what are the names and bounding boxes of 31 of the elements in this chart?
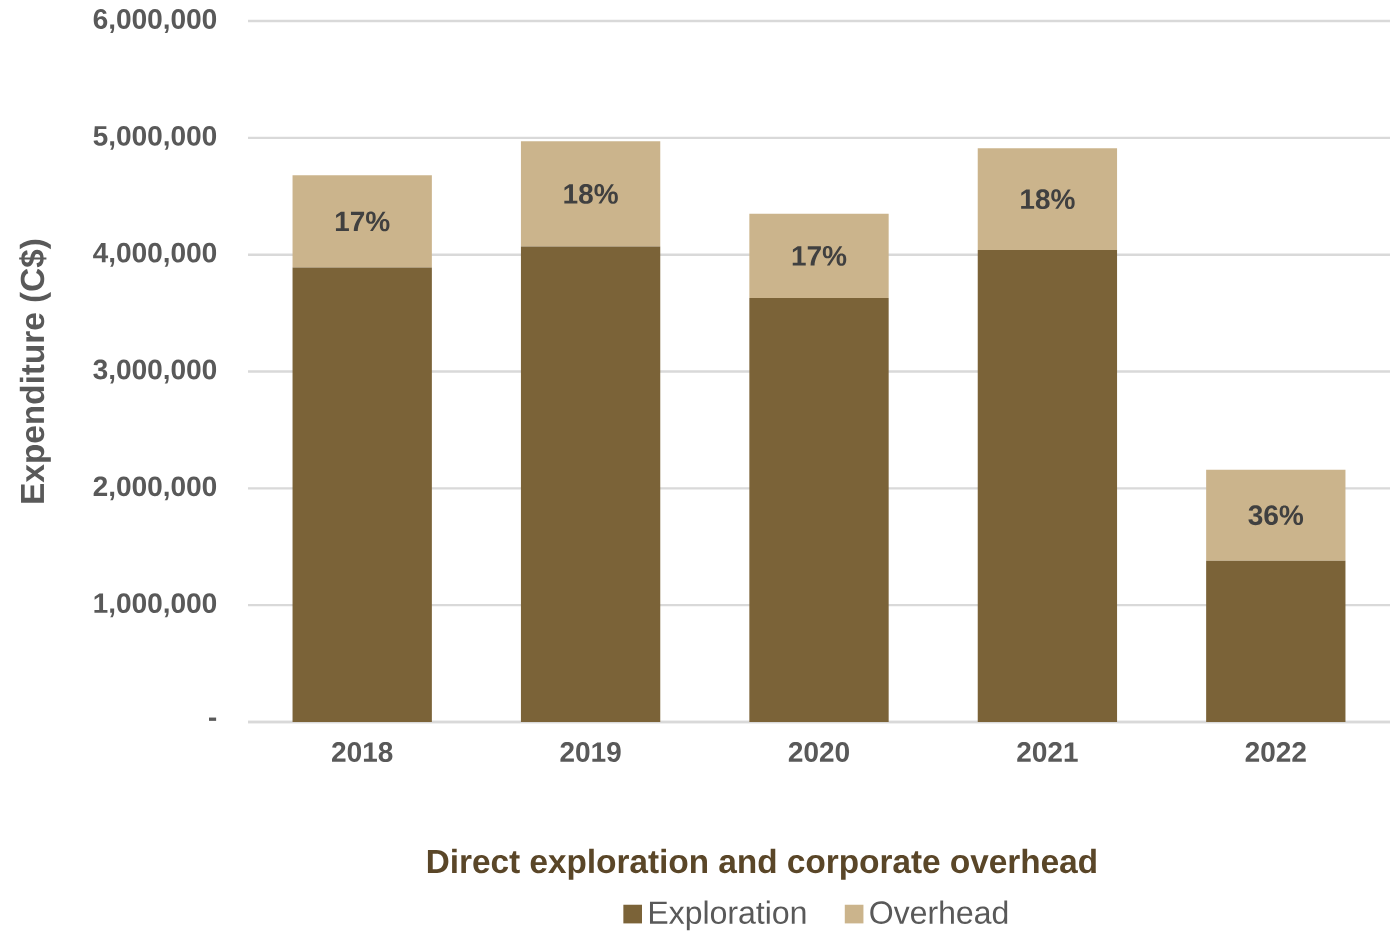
bar [520,246,661,722]
y-tick-label: 1,000,000 [94,593,217,618]
annotation: 17% [792,246,847,266]
bar [1206,469,1346,561]
bar [292,267,432,722]
annotation: 18% [1021,189,1075,210]
y-tick-label: 6,000,000 [93,9,217,33]
x-tick-label: 2022 [1245,742,1306,762]
y-axis-title: Expenditure (C$) [19,239,51,503]
x-tick-label: 2018 [332,742,393,762]
legend-label: Overhead [870,900,1008,924]
text: Direct exploration and corporate overhead [427,848,1096,880]
bar [977,148,1118,251]
bar [977,250,1118,722]
bar [749,213,889,298]
bar [520,141,661,247]
bar [1206,560,1346,722]
y-tick-label: - [209,717,217,721]
bar [292,175,432,268]
x-tick-label: 2019 [560,742,621,762]
y-tick-label: 4,000,000 [93,242,217,267]
annotation: 36% [1248,505,1304,526]
y-tick-label: 5,000,000 [93,125,217,150]
bar [749,297,889,722]
y-tick-label: 2,000,000 [93,476,217,501]
annotation: 18% [564,184,618,204]
y-tick-label: 3,000,000 [93,359,217,384]
x-tick-label: 2021 [1017,742,1078,762]
x-tick-label: 2020 [788,742,849,762]
annotation: 17% [335,211,390,232]
legend-label: Exploration [649,900,806,931]
